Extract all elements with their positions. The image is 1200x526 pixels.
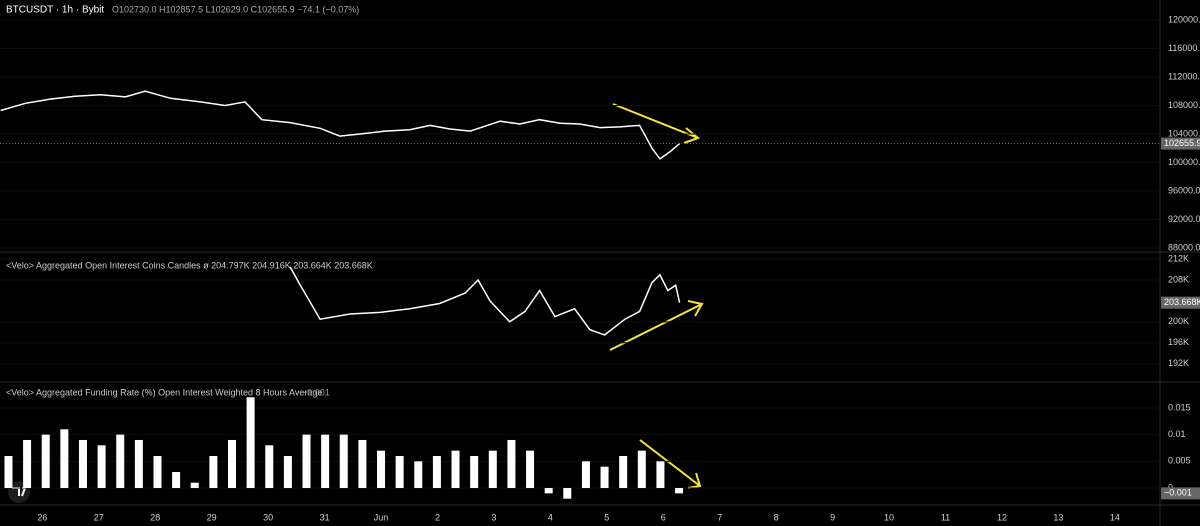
funding-bar <box>60 429 69 489</box>
indicator-title[interactable]: <Velo> Aggregated Open Interest Coins Ca… <box>6 260 373 270</box>
funding-bar <box>190 482 199 489</box>
x-tick-label: 2 <box>435 512 440 522</box>
last-value-label: 203.668K <box>1164 297 1200 307</box>
funding-bar <box>116 434 125 489</box>
x-tick-label: 3 <box>491 512 496 522</box>
funding-bar <box>283 455 292 489</box>
funding-bar <box>619 455 628 489</box>
funding-bar <box>526 450 535 489</box>
funding-bar <box>134 439 143 489</box>
y-tick-label: 208K <box>1168 274 1189 284</box>
funding-bar <box>41 434 50 489</box>
y-tick-label: 92000.0 <box>1168 214 1200 224</box>
funding-bar <box>488 450 497 489</box>
last-value-box <box>1161 296 1200 309</box>
indicator-title[interactable]: <Velo> Aggregated Funding Rate (%) Open … <box>6 387 322 397</box>
funding-bar <box>153 455 162 489</box>
y-tick-label: 192K <box>1168 358 1189 368</box>
price-line <box>0 90 681 160</box>
funding-bar <box>321 434 330 489</box>
arrow <box>639 439 702 489</box>
funding-bar <box>507 439 516 489</box>
funding-bar <box>97 445 106 489</box>
funding-bar <box>544 488 553 494</box>
x-tick-label: 9 <box>830 512 835 522</box>
y-tick-label: 88000.0 <box>1168 242 1200 252</box>
x-tick-label: 7 <box>717 512 722 522</box>
last-value-box <box>1161 487 1200 500</box>
last-value-label: −0.001 <box>1164 488 1192 498</box>
x-tick-label: 30 <box>263 512 273 522</box>
funding-bar <box>4 455 13 489</box>
y-tick-label: 100000.0 <box>1168 157 1200 167</box>
funding-bar <box>563 488 572 499</box>
x-tick-label: 13 <box>1053 512 1063 522</box>
y-tick-label: 196K <box>1168 337 1189 347</box>
funding-bar <box>302 434 311 489</box>
y-tick-label: 0.005 <box>1168 456 1191 466</box>
x-tick-label: Jun <box>374 512 389 522</box>
funding-bar <box>265 445 274 489</box>
funding-bar <box>377 450 386 489</box>
funding-bar <box>246 397 255 489</box>
y-tick-label: 104000.0 <box>1168 128 1200 138</box>
funding-bar <box>172 472 181 489</box>
funding-bar <box>656 461 665 489</box>
y-tick-label: 116000.0 <box>1168 43 1200 53</box>
x-tick-label: 11 <box>941 512 950 522</box>
funding-bar <box>358 439 367 489</box>
funding-bar <box>675 488 684 494</box>
funding-bar <box>581 461 590 489</box>
x-tick-label: 5 <box>604 512 609 522</box>
x-tick-label: 27 <box>94 512 104 522</box>
y-tick-label: 200K <box>1168 316 1189 326</box>
price-line <box>289 266 681 336</box>
funding-bar <box>395 455 404 489</box>
last-value-box <box>1161 137 1200 150</box>
funding-bar <box>209 455 218 489</box>
ohlc-header: O102730.0 H102857.5 L102629.0 C102655.9 … <box>112 4 359 14</box>
funding-bar <box>228 439 236 489</box>
indicator-value: −0.001 <box>302 387 330 397</box>
funding-bar <box>600 466 609 489</box>
y-tick-label: 96000.0 <box>1168 185 1200 195</box>
funding-bar <box>637 450 646 489</box>
x-tick-label: 31 <box>320 512 330 522</box>
y-tick-label: 0.01 <box>1168 429 1186 439</box>
x-tick-label: 8 <box>774 512 779 522</box>
funding-bar <box>451 450 460 489</box>
y-tick-label: 0.015 <box>1168 402 1191 412</box>
x-tick-label: 29 <box>207 512 217 522</box>
y-tick-label: 108000.0 <box>1168 100 1200 110</box>
x-tick-label: 12 <box>997 512 1007 522</box>
x-tick-label: 6 <box>661 512 666 522</box>
arrow <box>612 103 700 144</box>
x-tick-label: 10 <box>884 512 894 522</box>
y-tick-label: 112000.0 <box>1168 71 1200 81</box>
y-tick-label: 120000.0 <box>1168 14 1200 24</box>
funding-bar <box>23 439 32 489</box>
funding-bar <box>78 439 87 489</box>
x-tick-label: 4 <box>548 512 553 522</box>
funding-bar <box>414 461 423 489</box>
x-tick-label: 14 <box>1110 512 1120 522</box>
symbol-title[interactable]: BTCUSDT · 1h · Bybit <box>6 5 104 16</box>
x-tick-label: 26 <box>37 512 47 522</box>
funding-bar <box>470 455 479 489</box>
funding-bar <box>432 455 441 489</box>
funding-bar <box>339 434 348 489</box>
x-tick-label: 28 <box>150 512 160 522</box>
y-tick-label: 212K <box>1168 253 1189 263</box>
last-value-label: 102655.9 <box>1164 138 1200 148</box>
